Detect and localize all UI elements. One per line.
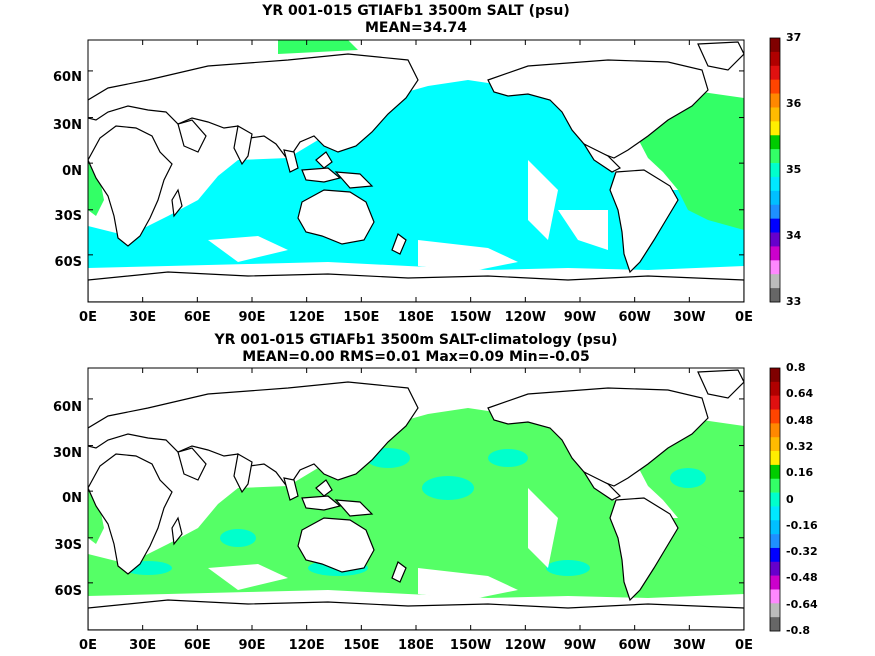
- panel1-colorbar-label: 35: [786, 163, 802, 176]
- panel1-colorbar-swatch: [770, 121, 780, 136]
- panel1-colorbar-swatch: [770, 51, 780, 67]
- panel2-colorbar-swatch: [770, 506, 780, 521]
- panel2-lon-label: 30W: [673, 638, 706, 653]
- panel2-stats: MEAN=0.00 RMS=0.01 Max=0.09 Min=-0.05: [242, 349, 590, 365]
- panel1-lon-label: 150E: [343, 310, 380, 325]
- panel2-lon-label: 0E: [735, 638, 753, 653]
- panel2-colorbar: [769, 367, 781, 632]
- panel1-lon-label: 120E: [288, 310, 325, 325]
- panel2-colorbar-swatch: [770, 409, 780, 424]
- panel2-colorbar-swatch: [770, 464, 780, 480]
- panel2-lon-label: 90E: [238, 638, 266, 653]
- panel1-colorbar-swatch: [770, 246, 780, 261]
- panel1-colorbar-swatch: [770, 190, 780, 206]
- panel2-colorbar-swatch: [770, 437, 780, 452]
- panel2-colorbar-swatch: [770, 589, 780, 604]
- panel2-colorbar-label: -0.16: [786, 518, 818, 532]
- panel1-map: [88, 40, 744, 302]
- panel2-lon-label: 120W: [504, 638, 547, 653]
- panel1-colorbar-label: 37: [786, 31, 802, 44]
- panel2-lat-60n: 60N: [53, 400, 82, 415]
- panel2-colorbar-swatch: [770, 617, 780, 632]
- panel1-lon-label: 30W: [673, 310, 706, 325]
- panel2-title: YR 001-015 GTIAFb1 3500m SALT-climatolog…: [214, 332, 618, 348]
- panel1-colorbar-swatch: [770, 274, 780, 289]
- panel2-colorbar-swatch: [770, 561, 780, 576]
- panel1-mean: MEAN=34.74: [364, 20, 468, 36]
- panel2-colorbar-swatch: [770, 575, 780, 590]
- panel2-colorbar-swatch: [770, 520, 780, 535]
- panel2-colorbar-label: 0.8: [786, 361, 806, 374]
- panel2-lat-30s: 30S: [54, 538, 82, 553]
- panel1-colorbar-swatch: [770, 288, 780, 303]
- panel1-lat-30s: 30S: [54, 209, 82, 224]
- panel1-colorbar-label: 33: [786, 295, 802, 308]
- panel2-lat-30n: 30N: [53, 446, 82, 461]
- panel1-colorbar-swatch: [770, 218, 780, 233]
- panel2-colorbar-label: 0.32: [786, 439, 814, 453]
- panel1-lon-label: 30E: [129, 310, 157, 325]
- panel2-lon-label: 180E: [397, 638, 435, 653]
- panel2-colorbar-label: 0.48: [786, 413, 814, 427]
- panel1-colorbar-swatch: [770, 107, 780, 122]
- panel1-lat-30n: 30N: [53, 118, 82, 133]
- panel2-colorbar-label: -0.48: [786, 571, 818, 585]
- panel2-colorbar-swatch: [770, 547, 780, 563]
- panel2-lon-label: 0E: [79, 638, 97, 653]
- panel1-colorbar-label: 36: [786, 97, 802, 110]
- panel1-title: YR 001-015 GTIAFb1 3500m SALT (psu): [262, 3, 570, 19]
- panel1-colorbar-swatch: [770, 79, 780, 94]
- panel2-colorbar-label: 0: [786, 492, 794, 506]
- panel1-colorbar-swatch: [770, 135, 780, 150]
- panel1-lon-label: 90E: [238, 310, 266, 325]
- panel1-lon-label: 0E: [79, 310, 97, 325]
- panel2-lon-label: 60E: [183, 638, 211, 653]
- panel2-colorbar-swatch: [770, 381, 780, 396]
- panel1-colorbar-swatch: [770, 260, 780, 275]
- panel1-colorbar-swatch: [770, 38, 780, 53]
- panel1-lat-60s: 60S: [54, 255, 82, 270]
- panel1-lon-label: 60W: [618, 310, 651, 325]
- panel2-colorbar-swatch: [770, 395, 780, 410]
- panel1-colorbar-swatch: [770, 149, 780, 164]
- panel1-lon-label: 150W: [449, 310, 492, 325]
- panel2-lon-label: 150E: [343, 638, 380, 653]
- panel2-colorbar-swatch: [770, 603, 780, 618]
- panel1-colorbar-swatch: [770, 65, 780, 80]
- panel1-colorbar-swatch: [770, 204, 780, 219]
- panel2-colorbar-swatch: [770, 492, 780, 507]
- panel1-lon-label: 120W: [504, 310, 547, 325]
- panel1-colorbar-swatch: [770, 93, 780, 108]
- panel2-colorbar-swatch: [770, 368, 780, 383]
- panel2-lon-label: 120E: [288, 638, 325, 653]
- panel2-lat-60s: 60S: [54, 584, 82, 599]
- panel2-colorbar-label: -0.64: [786, 597, 818, 611]
- panel2-lat-0n: 0N: [62, 491, 82, 506]
- panel1-colorbar-swatch: [770, 163, 780, 178]
- panel1-colorbar-swatch: [770, 232, 780, 247]
- panel1-lon-label: 60E: [183, 310, 211, 325]
- panel1-colorbar-label: 34: [786, 229, 802, 242]
- panel2-lon-label: 150W: [449, 638, 492, 653]
- panel1-colorbar: [769, 37, 781, 303]
- panel2-colorbar-swatch: [770, 451, 780, 466]
- panel1-lon-label: 90W: [563, 310, 597, 325]
- panel2-lon-label: 90W: [563, 638, 597, 653]
- panel1-lat-0n: 0N: [62, 164, 82, 179]
- panel2-colorbar-swatch: [770, 534, 780, 549]
- panel2-lon-label: 60W: [618, 638, 651, 653]
- panel2-colorbar-label: -0.8: [786, 624, 811, 637]
- panel1-lat-60n: 60N: [53, 70, 82, 85]
- panel2-lon-label: 30E: [129, 638, 157, 653]
- panel2-map: [88, 368, 744, 630]
- panel1-lon-label: 0E: [735, 310, 753, 325]
- panel2-colorbar-label: 0.16: [786, 466, 814, 480]
- panel1-colorbar-swatch: [770, 176, 780, 192]
- panel2-colorbar-label: -0.32: [786, 545, 818, 559]
- panel2-colorbar-swatch: [770, 423, 780, 438]
- panel2-colorbar-label: 0.64: [786, 387, 814, 401]
- panel1-lon-label: 180E: [397, 310, 435, 325]
- panel2-colorbar-swatch: [770, 478, 780, 493]
